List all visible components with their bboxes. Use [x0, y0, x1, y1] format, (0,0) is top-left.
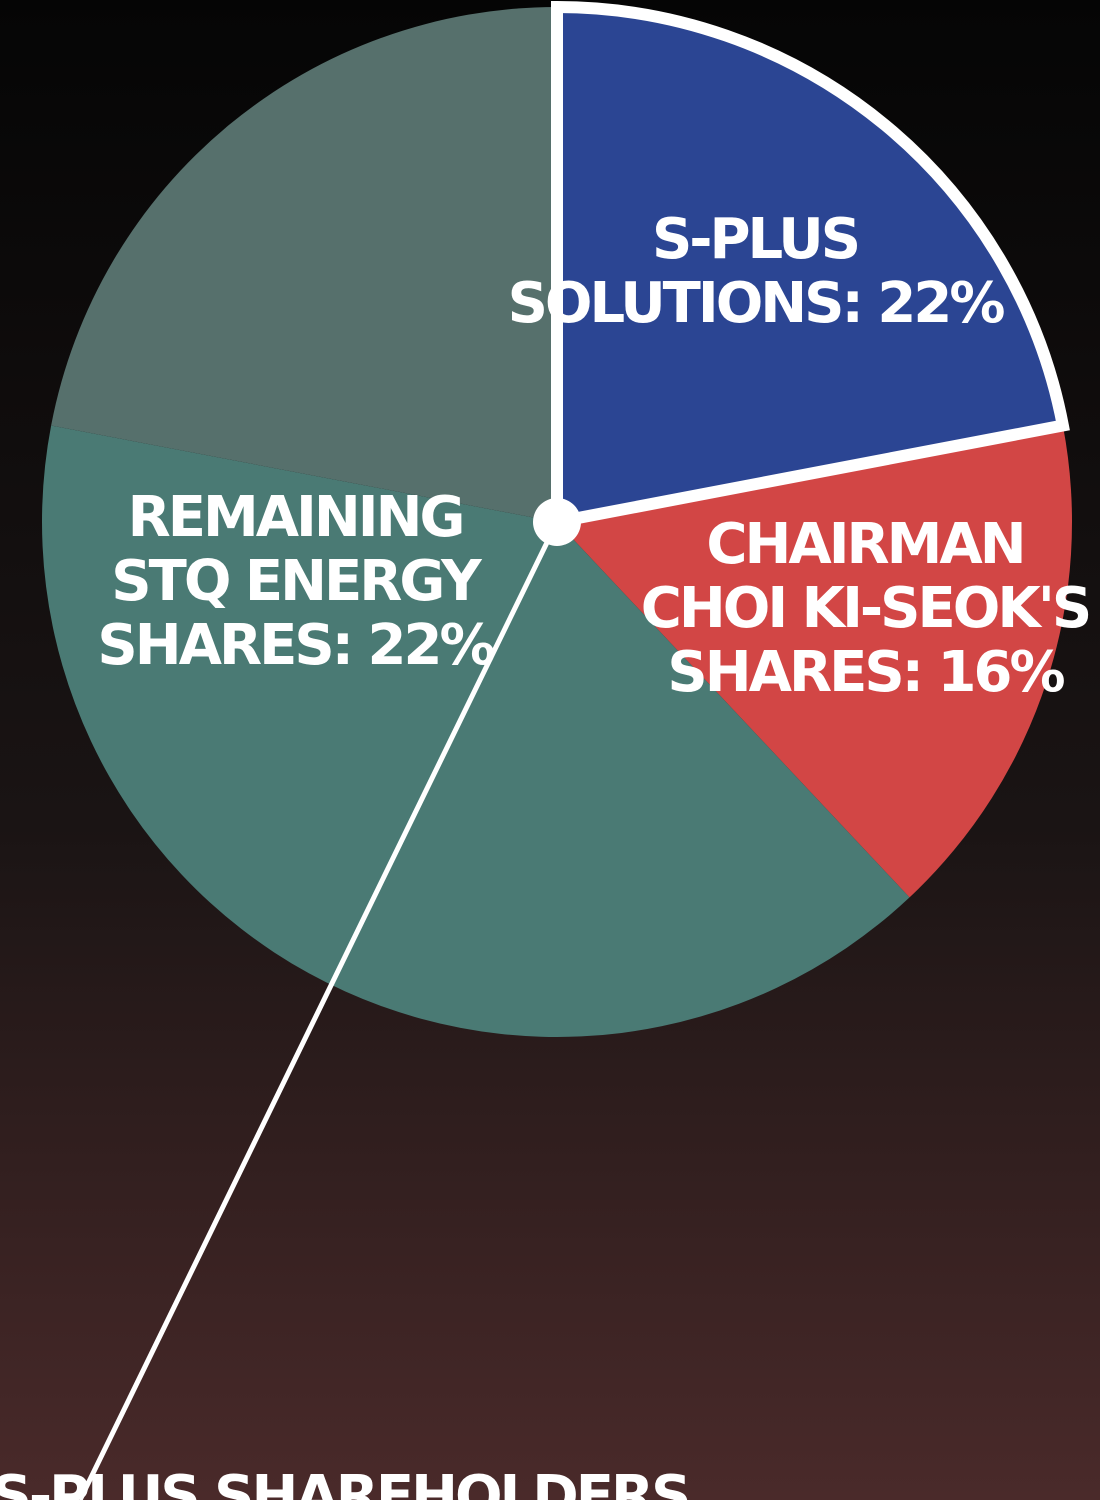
pie-slice: [551, 0, 1070, 530]
slice-label: CHAIRMAN: [706, 512, 1023, 577]
pie-slice: [51, 7, 557, 522]
slice-label: SHARES: 16%: [667, 640, 1064, 705]
pie-slice: [41, 425, 910, 1037]
leader-line: [77, 520, 560, 1500]
slice-label: STQ ENERGY: [111, 549, 483, 614]
slice-label: CHOI KI-SEOK'S: [641, 576, 1089, 641]
slice-label: SOLUTIONS: 22%: [508, 271, 1005, 336]
slice-label: SHARES: 22%: [97, 613, 494, 678]
slice-label: REMAINING: [128, 485, 463, 550]
slice-label: S-PLUS: [652, 207, 858, 272]
pie-slice: [557, 425, 1072, 898]
slice-label: S-PLUS SHAREHOLDERS: [0, 1464, 688, 1500]
center-dot: [533, 498, 581, 546]
pie: [41, 0, 1072, 1037]
